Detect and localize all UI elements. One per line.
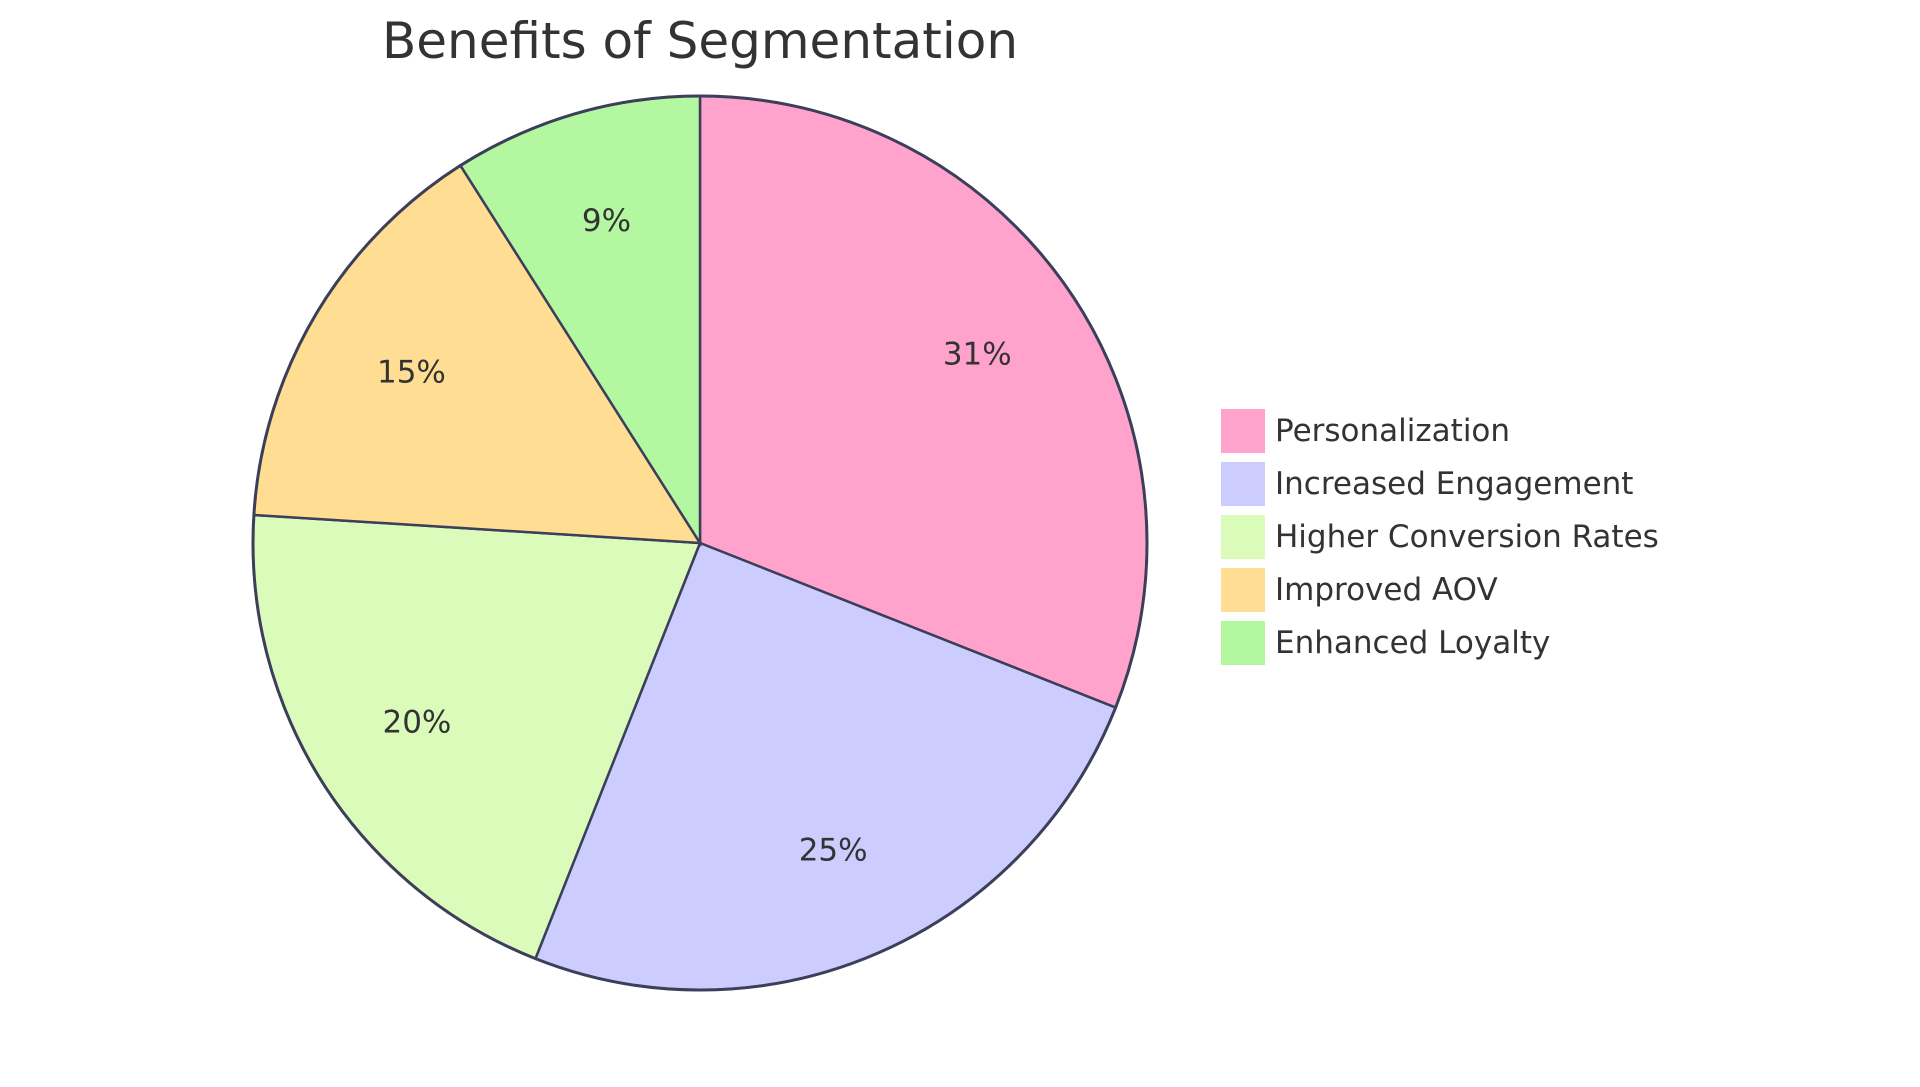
legend-label-enhanced-loyalty: Enhanced Loyalty (1275, 625, 1550, 661)
pie-slices (251, 94, 1149, 992)
pie-outline (251, 94, 1149, 992)
legend-item-enhanced-loyalty: Enhanced Loyalty (1221, 621, 1550, 665)
slice-label-enhanced-loyalty: 9% (582, 203, 631, 239)
chart-title: Benefits of Segmentation (382, 12, 1018, 70)
legend-swatch-enhanced-loyalty (1221, 621, 1265, 665)
legend-label-personalization: Personalization (1275, 413, 1510, 449)
slice-label-increased-engagement: 25% (799, 833, 868, 869)
legend-swatch-increased-engagement (1221, 462, 1265, 506)
legend-item-improved-aov: Improved AOV (1221, 568, 1498, 612)
legend-item-higher-conversion-rates: Higher Conversion Rates (1221, 515, 1659, 559)
pie-slice-labels: 31% 25% 20% 15% 9% (377, 203, 1012, 869)
legend-item-increased-engagement: Increased Engagement (1221, 462, 1633, 506)
slice-label-improved-aov: 15% (377, 354, 446, 390)
legend-item-personalization: Personalization (1221, 409, 1510, 453)
legend-label-higher-conversion-rates: Higher Conversion Rates (1275, 519, 1659, 555)
legend-swatch-improved-aov (1221, 568, 1265, 612)
legend-swatch-personalization (1221, 409, 1265, 453)
slice-label-higher-conversion-rates: 20% (382, 705, 451, 741)
legend-swatch-higher-conversion-rates (1221, 515, 1265, 559)
legend-label-increased-engagement: Increased Engagement (1275, 466, 1633, 502)
legend: Personalization Increased Engagement Highe… (1221, 409, 1659, 665)
slice-label-personalization: 31% (943, 337, 1012, 373)
legend-label-improved-aov: Improved AOV (1275, 572, 1498, 608)
